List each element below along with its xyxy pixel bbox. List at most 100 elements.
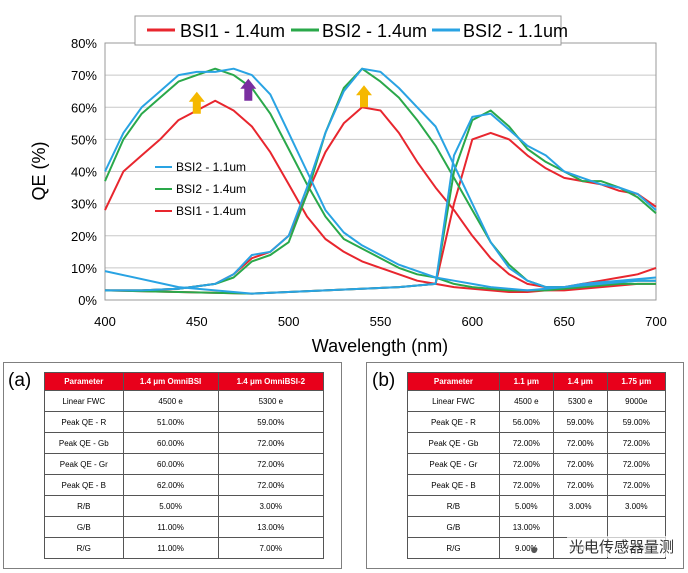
table-cell: 5.00% <box>122 495 219 517</box>
series-line-bsi1-1-4um-g <box>105 106 657 292</box>
table-cell: 9.00% <box>498 537 554 559</box>
x-tick-label: 500 <box>278 314 300 329</box>
qe-chart: 0% 10% 20% 30% 40% 50% 60% 70% 80% 400 450 500 550 6… <box>29 15 667 356</box>
inline-label-bsi2-14: BSI2 - 1.4um <box>176 182 246 196</box>
table-cell: Linear FWC <box>407 390 500 412</box>
table-cell: Peak QE - Gr <box>44 453 124 475</box>
table-cell: 56.00% <box>498 411 554 433</box>
table-cell: 13.00% <box>217 516 325 538</box>
y-tick-label: 0% <box>78 293 97 308</box>
table-cell: 59.00% <box>606 411 667 433</box>
y-tick-label: 60% <box>71 100 97 115</box>
table-cell: 5300 e <box>217 390 325 412</box>
table-cell: 3.00% <box>217 495 325 517</box>
table-cell: 72.00% <box>217 453 325 475</box>
table-header-cell: Parameter <box>407 372 500 391</box>
up-arrow-icon <box>188 91 205 114</box>
table-cell: Peak QE - B <box>44 474 124 496</box>
table-a: Parameter 1.4 μm OmniBSI 1.4 μm OmniBSI-… <box>44 372 325 559</box>
table-header-cell: 1.4 μm OmniBSI-2 <box>217 372 325 391</box>
table-row: Peak QE - R 56.00% 59.00% 59.00% <box>407 411 667 433</box>
legend-label-bsi1: BSI1 - 1.4um <box>180 21 285 41</box>
inline-label-bsi1: BSI1 - 1.4um <box>176 204 246 218</box>
table-cell: Peak QE - Gb <box>407 432 500 454</box>
highlight-arrows <box>188 78 372 114</box>
up-arrow-icon <box>240 78 257 101</box>
table-cell: 72.00% <box>217 474 325 496</box>
y-tick-label: 10% <box>71 261 97 276</box>
table-cell <box>552 516 608 538</box>
table-cell: Peak QE - B <box>407 474 500 496</box>
table-cell: Peak QE - Gb <box>44 432 124 454</box>
series-line-bsi2-1-1um-r <box>104 112 657 295</box>
table-cell: Peak QE - Gr <box>407 453 500 475</box>
table-cell: 72.00% <box>552 432 608 454</box>
x-axis-title: Wavelength (nm) <box>312 336 448 356</box>
inline-label-bsi2-11: BSI2 - 1.1um <box>176 160 246 174</box>
table-cell: 4500 e <box>122 390 219 412</box>
series-line-bsi2-1-4um-r <box>104 109 657 295</box>
up-arrow-icon <box>356 85 372 108</box>
table-b-label: (b) <box>372 370 396 391</box>
table-cell: Linear FWC <box>44 390 124 412</box>
legend-label-bsi2-11: BSI2 - 1.1um <box>463 21 568 41</box>
table-row: Peak QE - Gb 60.00% 72.00% <box>44 432 325 454</box>
y-tick-label: 20% <box>71 229 97 244</box>
table-cell: G/B <box>44 516 124 538</box>
table-cell: Peak QE - R <box>407 411 500 433</box>
wechat-icon: ● <box>530 541 539 557</box>
table-cell: 59.00% <box>552 411 608 433</box>
series-line-bsi2-1-1um-g <box>105 67 657 292</box>
table-cell: 60.00% <box>122 432 219 454</box>
table-row: Peak QE - B 62.00% 72.00% <box>44 474 325 496</box>
table-row: R/B 5.00% 3.00% <box>44 495 325 517</box>
table-header-cell: 1.1 μm <box>498 372 554 391</box>
table-cell: 5300 e <box>552 390 608 412</box>
x-tick-label: 650 <box>553 314 575 329</box>
table-cell: G/B <box>407 516 500 538</box>
table-cell: 4500 e <box>498 390 554 412</box>
table-b-frame <box>366 362 684 569</box>
series-line-bsi2-1-4um-b <box>104 67 656 292</box>
table-cell: 3.00% <box>606 495 667 517</box>
table-cell: 9000e <box>606 390 667 412</box>
table-cell: R/B <box>407 495 500 517</box>
table-row: Linear FWC 4500 e 5300 e <box>44 390 325 412</box>
table-cell: 72.00% <box>498 474 554 496</box>
table-cell: R/G <box>407 537 500 559</box>
table-row: Linear FWC 4500 e 5300 e 9000e <box>407 390 667 412</box>
table-row: Peak QE - Gb 72.00% 72.00% 72.00% <box>407 432 667 454</box>
table-header-row: Parameter 1.1 μm 1.4 μm 1.75 μm <box>407 372 667 391</box>
legend-label-bsi2-14: BSI2 - 1.4um <box>322 21 427 41</box>
table-cell: R/B <box>44 495 124 517</box>
table-cell: 59.00% <box>217 411 325 433</box>
table-cell: 72.00% <box>552 453 608 475</box>
series-line-bsi1-1-4um-b <box>104 99 656 293</box>
table-row: Peak QE - Gr 72.00% 72.00% 72.00% <box>407 453 667 475</box>
y-tick-label: 80% <box>71 36 97 51</box>
y-tick-label: 40% <box>71 165 97 180</box>
table-cell: 72.00% <box>498 432 554 454</box>
table-cell: 5.00% <box>498 495 554 517</box>
table-cell <box>606 516 667 538</box>
x-tick-label: 450 <box>186 314 208 329</box>
table-cell: 11.00% <box>122 516 219 538</box>
x-tick-label: 550 <box>370 314 392 329</box>
table-cell: 7.00% <box>217 537 325 559</box>
y-tick-label: 70% <box>71 68 97 83</box>
table-cell: 11.00% <box>122 537 219 559</box>
table-cell: 51.00% <box>122 411 219 433</box>
y-tick-label: 50% <box>71 132 97 147</box>
table-cell: 72.00% <box>217 432 325 454</box>
watermark-text: 光电传感器量测 <box>566 536 676 557</box>
table-cell: Peak QE - R <box>44 411 124 433</box>
table-header-row: Parameter 1.4 μm OmniBSI 1.4 μm OmniBSI-… <box>44 372 325 391</box>
table-row: Peak QE - Gr 60.00% 72.00% <box>44 453 325 475</box>
x-tick-label: 600 <box>461 314 483 329</box>
table-cell: 62.00% <box>122 474 219 496</box>
table-b: Parameter 1.1 μm 1.4 μm 1.75 μm Linear F… <box>407 372 667 559</box>
table-row: Peak QE - B 72.00% 72.00% 72.00% <box>407 474 667 496</box>
table-cell: 13.00% <box>498 516 554 538</box>
table-cell: 72.00% <box>552 474 608 496</box>
table-row: G/B 13.00% <box>407 516 667 538</box>
